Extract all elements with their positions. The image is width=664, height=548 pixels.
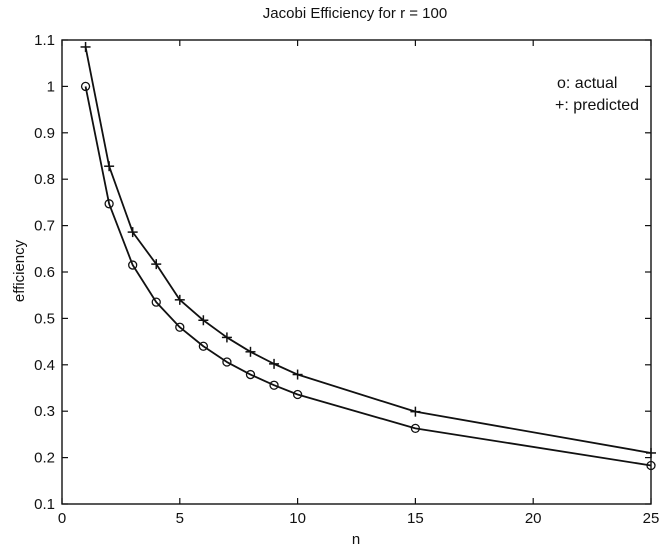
data-point-actual (245, 369, 256, 380)
x-tick-label: 5 (176, 510, 184, 527)
data-point-actual (410, 423, 421, 434)
data-point-actual (151, 297, 161, 307)
x-tick-label: 20 (525, 510, 542, 527)
legend-entry-actual: o: actual (557, 75, 617, 92)
y-tick-label: 0.1 (34, 496, 55, 513)
series-line-plus (84, 46, 652, 454)
legend-entry-predicted: +: predicted (555, 97, 639, 114)
data-point-predicted (104, 161, 115, 172)
data-point-actual (175, 322, 185, 332)
data-point-predicted (221, 332, 232, 343)
y-tick-label: 1.1 (34, 32, 55, 49)
data-point-actual (128, 260, 138, 270)
series-line-circle (84, 86, 652, 467)
x-tick-label: 25 (643, 510, 660, 527)
data-point-actual (222, 357, 232, 367)
data-point-predicted (127, 227, 138, 238)
y-tick-label: 0.6 (34, 264, 55, 281)
y-tick-label: 0.9 (34, 125, 55, 142)
axis-ticks: 0 5 10 15 20 25 0.1 0.2 0.3 0.4 0.5 0.6 0.7 0.8 0.9 1 1.… (34, 32, 659, 527)
series-layer (80, 41, 656, 471)
data-point-actual (198, 341, 209, 351)
data-point-actual (292, 389, 303, 400)
y-tick-label: 0.5 (34, 310, 55, 327)
data-point-actual (269, 380, 279, 390)
data-point-predicted (174, 294, 185, 305)
chart-title: Jacobi Efficiency for r = 100 (263, 5, 447, 22)
y-axis-title: efficiency (11, 239, 28, 302)
y-tick-label: 0.7 (34, 218, 55, 235)
data-point-actual (104, 199, 114, 209)
y-tick-label: 0.4 (34, 357, 55, 374)
data-point-actual (80, 81, 91, 92)
y-tick-label: 0.8 (34, 171, 55, 188)
data-point-predicted (269, 358, 280, 369)
x-axis-title: n (352, 531, 360, 548)
data-point-predicted (198, 315, 209, 326)
data-point-predicted (292, 369, 303, 380)
data-point-actual (646, 460, 656, 471)
data-point-predicted (151, 259, 162, 270)
data-point-predicted (80, 41, 91, 52)
data-point-predicted (646, 447, 656, 458)
y-tick-label: 1 (47, 78, 55, 95)
x-tick-label: 0 (58, 510, 66, 527)
x-tick-label: 15 (407, 510, 424, 527)
data-point-predicted (410, 406, 421, 417)
data-point-predicted (245, 346, 256, 357)
y-tick-label: 0.2 (34, 450, 55, 467)
x-tick-label: 10 (289, 510, 306, 527)
y-tick-label: 0.3 (34, 403, 55, 420)
